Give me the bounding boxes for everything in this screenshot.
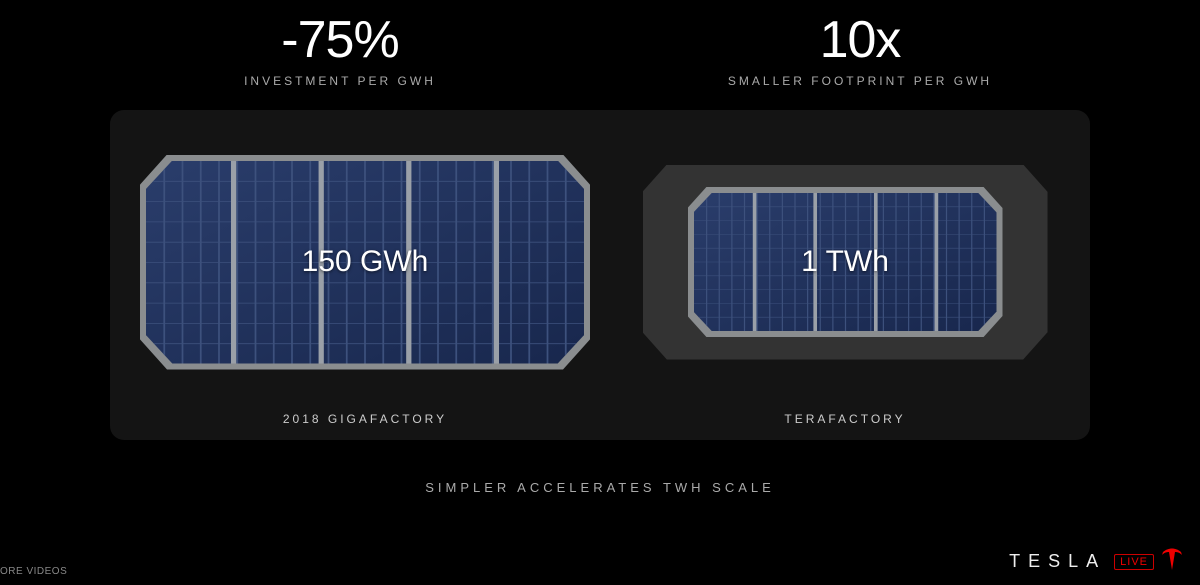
more-videos-label[interactable]: ORE VIDEOS <box>0 566 67 577</box>
gigafactory-column: 150 GWh 2018 GIGAFACTORY <box>140 130 590 426</box>
metric-label: INVESTMENT PER GWH <box>80 74 600 88</box>
slide: -75% INVESTMENT PER GWH 10x SMALLER FOOT… <box>0 0 1200 585</box>
metric-value: 10x <box>600 10 1120 70</box>
gigafactory-capacity: 150 GWh <box>302 245 429 279</box>
gigafactory-roof-icon: 150 GWh <box>140 155 590 370</box>
metric-value: -75% <box>80 10 600 70</box>
comparison-panel: 150 GWh 2018 GIGAFACTORY 1 TWh TERAFACTO… <box>110 110 1090 440</box>
tesla-t-icon <box>1162 548 1182 575</box>
live-badge: LIVE <box>1114 554 1154 570</box>
gigafactory-label: 2018 GIGAFACTORY <box>283 412 447 426</box>
metrics-row: -75% INVESTMENT PER GWH 10x SMALLER FOOT… <box>0 0 1200 88</box>
terafactory-label: TERAFACTORY <box>784 412 905 426</box>
terafactory-column: 1 TWh TERAFACTORY <box>630 130 1060 426</box>
brand-block: TESLA LIVE <box>1009 548 1182 575</box>
metric-investment: -75% INVESTMENT PER GWH <box>80 10 600 88</box>
metric-footprint: 10x SMALLER FOOTPRINT PER GWH <box>600 10 1120 88</box>
slide-tagline: SIMPLER ACCELERATES TWH SCALE <box>0 480 1200 495</box>
gigafactory-wrap: 150 GWh <box>140 130 590 394</box>
terafactory-wrap: 1 TWh <box>630 130 1060 394</box>
terafactory-roof-icon: 1 TWh <box>688 187 1003 337</box>
terafactory-capacity: 1 TWh <box>801 245 889 279</box>
brand-wordmark: TESLA <box>1009 551 1106 572</box>
metric-label: SMALLER FOOTPRINT PER GWH <box>600 74 1120 88</box>
